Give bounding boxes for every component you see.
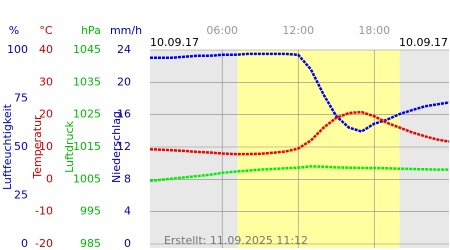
y-tick-label: -10 (35, 205, 53, 218)
daylight-band (237, 50, 400, 248)
y-tick-label: 20 (39, 108, 53, 121)
y-tick-label: 12 (117, 140, 131, 153)
y-tick-label: 985 (80, 237, 101, 250)
y-tick-label: 100 (7, 43, 28, 56)
y-tick-label: -20 (35, 237, 53, 250)
series-line (150, 52, 450, 133)
y-tick-label: 30 (39, 75, 53, 88)
axis-unit: mm/h (110, 24, 142, 37)
x-tick-label: 18:00 (358, 24, 390, 37)
footer: Erstellt: 11.09.2025 11:12 (164, 234, 308, 247)
y-tick-label: 50 (14, 140, 28, 153)
y-tick-label: 20 (117, 75, 131, 88)
y-tick-label: 10 (39, 140, 53, 153)
y-tick-label: 1025 (73, 108, 101, 121)
date-left: 10.09.17 (150, 36, 199, 49)
y-tick-label: 0 (124, 237, 131, 250)
y-tick-label: 0 (46, 172, 53, 185)
axis-unit: % (9, 24, 19, 37)
axis-title: Luftdruck (63, 120, 76, 172)
y-tick-label: 4 (124, 205, 131, 218)
y-tick-label: 1015 (73, 140, 101, 153)
y-tick-label: 25 (14, 189, 28, 202)
y-tick-label: 40 (39, 43, 53, 56)
y-tick-label: 995 (80, 205, 101, 218)
y-tick-label: 16 (117, 108, 131, 121)
y-tick-label: 1005 (73, 172, 101, 185)
series-line (149, 110, 450, 156)
axis-unit: °C (39, 24, 53, 37)
x-tick-label: 06:00 (206, 24, 238, 37)
y-tick-label: 0 (21, 237, 28, 250)
axis-title: Niederschlag (110, 111, 123, 183)
y-tick-label: 1045 (73, 43, 101, 56)
axis-title: Luftfeuchtigkeit (1, 103, 14, 190)
y-tick-label: 8 (124, 172, 131, 185)
date-right: 10.09.17 (399, 36, 448, 49)
x-tick-label: 12:00 (282, 24, 314, 37)
y-tick-label: 24 (117, 43, 131, 56)
series-line (149, 165, 449, 183)
y-tick-label: 75 (14, 92, 28, 105)
axis-title: Temperatur (31, 115, 44, 180)
axis-unit: hPa (81, 24, 101, 37)
y-tick-label: 1035 (73, 75, 101, 88)
